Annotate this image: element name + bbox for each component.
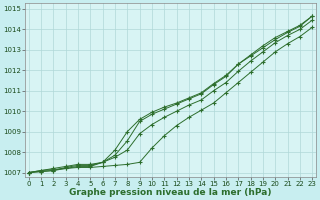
X-axis label: Graphe pression niveau de la mer (hPa): Graphe pression niveau de la mer (hPa) (69, 188, 272, 197)
